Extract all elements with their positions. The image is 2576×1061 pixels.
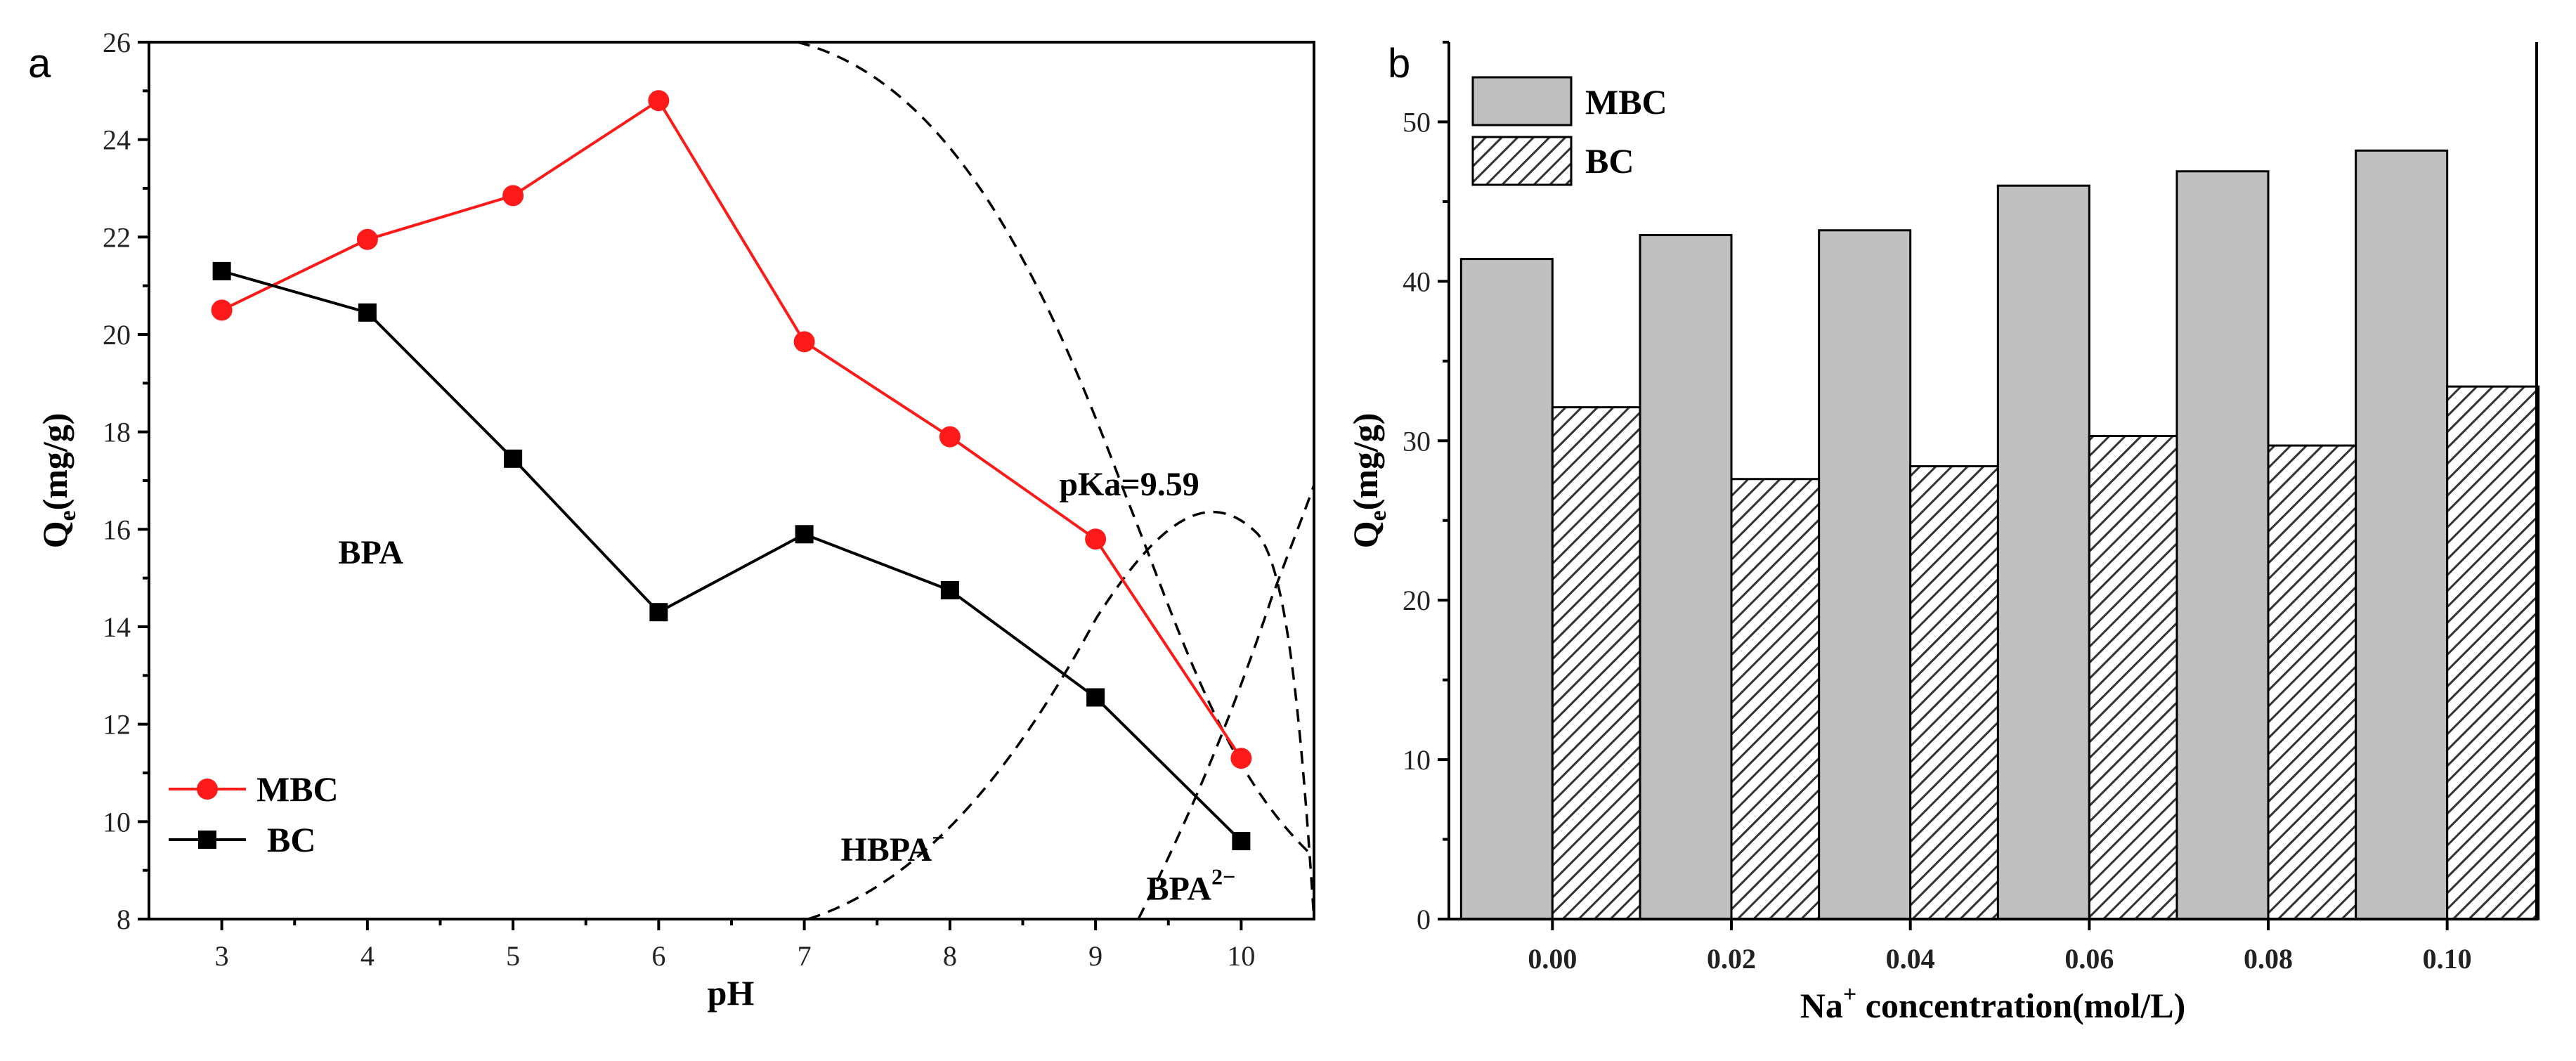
legend-bc-swatch xyxy=(1471,136,1573,186)
data-point-bc xyxy=(1232,832,1251,851)
x-tick-label-b: 0.04 xyxy=(1886,943,1935,975)
annotation-label: HBPA− xyxy=(840,825,944,868)
annotation-label: pKa=9.59 xyxy=(1059,466,1199,503)
bar-bc xyxy=(1730,478,1824,920)
x-tick-label-a: 6 xyxy=(651,940,665,972)
axis-ticks-a: 3 4 5 6 7 8 9 10 8 10 12 14 16 18 20 22 24 26 xyxy=(103,27,1255,972)
x-tick-label-b: 0.10 xyxy=(2423,943,2472,975)
legend-mbc-label-b: MBC xyxy=(1585,82,1667,122)
y-tick-label-a: 14 xyxy=(103,611,131,643)
legend-bc-label-b: BC xyxy=(1585,141,1634,181)
data-point-mbc xyxy=(1085,528,1107,550)
y-tick-label-a: 20 xyxy=(103,319,131,351)
y-tick-label-a: 18 xyxy=(103,417,131,448)
y-axis-title-b: Qe(mg/g) xyxy=(1346,413,1391,549)
x-tick-label-a: 4 xyxy=(360,940,375,972)
bar-bc xyxy=(2267,444,2361,920)
y-tick-label-a: 16 xyxy=(103,514,131,545)
data-point-bc xyxy=(504,449,523,468)
y-tick-label-b: 10 xyxy=(1403,744,1431,776)
panel-a: a 3 4 5 6 7 8 9 10 8 10 12 14 16 18 20 22 24 26 pH Qe(mg/… xyxy=(28,27,1315,1013)
y-tick-label-b: 50 xyxy=(1403,106,1431,138)
bar-mbc xyxy=(1996,184,2090,920)
data-point-bc xyxy=(795,525,814,544)
y-tick-label-a: 26 xyxy=(103,27,131,58)
data-point-mbc xyxy=(502,185,524,207)
panel-b: b 0.00 0.02 0.04 0.06 0.08 0.10 0 10 20 30 40 50 Na… xyxy=(1346,41,2540,1025)
bar-mbc xyxy=(1818,229,1912,920)
data-point-mbc xyxy=(939,426,961,448)
legend-bc-marker xyxy=(198,831,216,849)
y-tick-label-a: 10 xyxy=(103,806,131,838)
annotations-a: BPA pKa=9.59 HBPA− BPA2− xyxy=(338,466,1235,907)
bar-mbc xyxy=(2175,170,2270,920)
x-tick-label-a: 9 xyxy=(1088,940,1102,972)
x-tick-label-a: 7 xyxy=(798,940,812,972)
x-tick-label-b: 0.08 xyxy=(2244,943,2293,975)
series-line-bc xyxy=(221,269,1242,842)
y-tick-label-b: 30 xyxy=(1403,425,1431,457)
bars-group xyxy=(1459,149,2540,920)
legend-a: MBC BC xyxy=(169,769,339,859)
data-point-mbc xyxy=(356,228,378,250)
annotation-label: BPA xyxy=(338,534,403,571)
y-tick-label-a: 12 xyxy=(103,709,131,741)
x-tick-label-b: 0.02 xyxy=(1707,943,1756,975)
data-point-bc xyxy=(1086,688,1105,707)
data-point-mbc xyxy=(793,331,815,353)
series-group xyxy=(211,90,1252,851)
bar-bc xyxy=(1909,465,2003,920)
x-tick-label-b: 0.06 xyxy=(2064,943,2114,975)
x-axis-title-b: Na+ concentration(mol/L) xyxy=(1800,982,2185,1025)
plot-frame-b xyxy=(1448,42,2538,920)
legend-mbc-marker xyxy=(197,779,218,800)
x-tick-label-a: 8 xyxy=(943,940,957,972)
bar-mbc xyxy=(1639,234,1733,920)
data-point-mbc xyxy=(1230,748,1252,769)
x-axis-title-a: pH xyxy=(708,973,755,1013)
bar-bc xyxy=(2088,434,2182,920)
data-point-bc xyxy=(358,303,377,322)
legend-bc-label: BC xyxy=(267,820,316,859)
y-tick-label-b: 20 xyxy=(1403,585,1431,616)
data-point-bc xyxy=(212,261,231,280)
x-tick-label-a: 3 xyxy=(215,940,229,972)
speciation-curves xyxy=(797,42,1314,919)
x-tick-label-b: 0.00 xyxy=(1528,943,1577,975)
data-point-bc xyxy=(649,603,668,622)
y-tick-label-a: 24 xyxy=(103,124,131,156)
y-tick-label-b: 0 xyxy=(1417,904,1431,935)
panel-a-label: a xyxy=(28,41,51,86)
legend-mbc-label: MBC xyxy=(256,769,339,809)
bar-mbc xyxy=(2355,149,2449,920)
data-point-bc xyxy=(940,581,959,599)
hbpa-fraction-curve xyxy=(807,510,1314,919)
x-tick-label-a: 10 xyxy=(1227,940,1255,972)
data-point-mbc xyxy=(211,299,233,321)
bpa-fraction-curve xyxy=(797,42,1314,859)
bpa2-fraction-curve xyxy=(1137,484,1314,919)
y-tick-label-a: 22 xyxy=(103,221,131,253)
annotation-label: BPA2− xyxy=(1147,864,1236,907)
data-point-mbc xyxy=(648,90,670,112)
series-line-mbc xyxy=(221,98,1243,760)
legend-b: MBC BC xyxy=(1471,76,1667,186)
bar-bc xyxy=(2446,385,2540,920)
x-tick-label-a: 5 xyxy=(506,940,520,972)
bar-bc xyxy=(1551,406,1645,920)
bar-mbc xyxy=(1459,258,1554,920)
axis-ticks-b: 0.00 0.02 0.04 0.06 0.08 0.10 0 10 20 30 40 50 xyxy=(1403,41,2472,975)
panel-b-label: b xyxy=(1388,41,1410,86)
y-tick-label-b: 40 xyxy=(1403,266,1431,297)
legend-mbc-swatch xyxy=(1471,76,1573,126)
y-tick-label-a: 8 xyxy=(117,904,131,935)
y-axis-title-a: Qe(mg/g) xyxy=(35,413,81,549)
